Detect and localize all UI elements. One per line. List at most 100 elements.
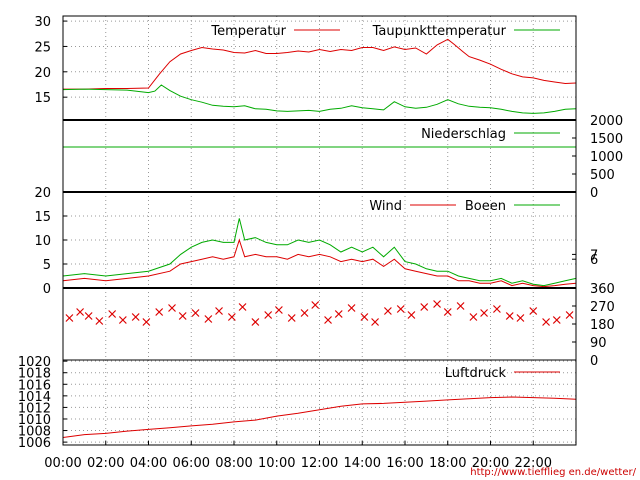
y-tick-label: 1008 (18, 425, 51, 440)
y-tick-label: 20 (34, 66, 51, 81)
y2-tick-label: 90 (590, 336, 607, 351)
y2-tick-label: 360 (590, 282, 615, 297)
point-windrichtung (84, 312, 93, 320)
point-windrichtung (108, 310, 117, 318)
point-windrichtung (407, 311, 416, 319)
x-tick-label: 02:00 (87, 456, 124, 471)
point-windrichtung (334, 310, 343, 318)
series-line-boeen (62, 218, 577, 287)
point-windrichtung (215, 307, 223, 315)
y-tick-label: 1006 (18, 436, 51, 451)
data-layer (62, 38, 577, 438)
y-tick-label: 10 (34, 234, 51, 249)
point-windrichtung (191, 309, 200, 317)
legend-wind: Wind (369, 199, 456, 214)
point-windrichtung (456, 302, 465, 310)
point-windrichtung (480, 309, 489, 317)
legend-label-boeen: Boeen (465, 199, 506, 214)
x-tick-label: 00:00 (44, 456, 81, 471)
point-windrichtung (168, 304, 176, 312)
point-windrichtung (142, 318, 151, 326)
legend-temperatur: Temperatur (210, 24, 340, 39)
point-windrichtung (311, 301, 320, 309)
x-tick-label: 06:00 (173, 456, 210, 471)
x-tick-label: 18:00 (429, 456, 466, 471)
y-tick-label: 1016 (18, 378, 51, 393)
y2-tick-label: 7 (590, 248, 598, 263)
point-windrichtung (371, 318, 379, 326)
point-windrichtung (131, 313, 140, 321)
point-windrichtung (565, 311, 574, 319)
x-tick-label: 14:00 (344, 456, 381, 471)
y-tick-label: 1020 (18, 355, 51, 370)
series-line-wind (62, 238, 577, 288)
y2-tick-label: 500 (590, 168, 615, 183)
y-tick-label: 15 (34, 210, 51, 225)
y-tick-label: 20 (34, 186, 51, 201)
legend-boeen: Boeen (465, 199, 560, 214)
y-tick-label: 5 (43, 258, 51, 273)
point-windrichtung (492, 305, 501, 313)
point-windrichtung (420, 303, 429, 311)
point-windrichtung (360, 313, 369, 321)
x-tick-label: 20:00 (472, 456, 509, 471)
legend-label-wind: Wind (369, 199, 402, 214)
point-windrichtung (529, 307, 538, 315)
series-line-luftdruck (62, 396, 577, 438)
point-windrichtung (516, 314, 525, 322)
point-windrichtung (178, 312, 187, 320)
legend-label-luftdruck: Luftdruck (445, 366, 507, 381)
point-windrichtung (274, 306, 283, 314)
x-tick-label: 22:00 (515, 456, 552, 471)
point-windrichtung (65, 314, 74, 322)
point-windrichtung (251, 318, 260, 326)
x-tick-label: 10:00 (258, 456, 295, 471)
y-tick-label: 30 (34, 15, 51, 30)
point-windrichtung (443, 308, 452, 316)
tick-layer: 00:00 02:00 04:00 06:00 08:00 10:00 12:00 14:00… (18, 15, 623, 471)
x-tick-label: 04:00 (130, 456, 167, 471)
y-tick-label: 1012 (18, 401, 51, 416)
point-windrichtung (396, 305, 405, 313)
point-windrichtung (155, 308, 164, 316)
y-tick-label: 25 (34, 40, 51, 55)
legend-niederschlag: Niederschlag (421, 127, 560, 142)
point-windrichtung (287, 314, 296, 322)
point-windrichtung (324, 316, 332, 324)
y2-tick-label: 2000 (590, 114, 623, 129)
point-windrichtung (76, 308, 85, 316)
legend-label-taupunkttemperatur: Taupunkttemperatur (372, 24, 507, 39)
legend-taupunkttemperatur: Taupunkttemperatur (372, 24, 560, 39)
point-windrichtung (433, 300, 441, 308)
y2-tick-label: 1500 (590, 132, 623, 147)
y2-tick-label: 270 (590, 300, 615, 315)
y2-tick-label: 6 (590, 253, 598, 268)
point-windrichtung (347, 304, 356, 312)
x-tick-label: 16:00 (386, 456, 423, 471)
y2-tick-label: 0 (590, 354, 598, 369)
legend-label-niederschlag: Niederschlag (421, 127, 506, 142)
x-tick-label: 12:00 (301, 456, 338, 471)
y-tick-label: 0 (43, 282, 51, 297)
source-url: http://www.tiefflieg en.de/wetter/ (470, 467, 636, 478)
series-line-taupunkttemperatur (62, 84, 577, 114)
y-tick-label: 1018 (18, 367, 51, 382)
series-line-temperatur (63, 38, 577, 90)
y2-tick-label: 0 (590, 186, 598, 201)
point-windrichtung (227, 313, 236, 321)
point-windrichtung (118, 316, 127, 324)
y-tick-label: 15 (34, 91, 51, 106)
point-windrichtung (552, 316, 561, 324)
point-windrichtung (505, 312, 514, 320)
y-tick-label: 1010 (18, 413, 51, 428)
y2-tick-label: 1000 (590, 150, 623, 165)
legend-luftdruck: Luftdruck (445, 366, 560, 381)
y2-tick-label: 180 (590, 318, 615, 333)
point-windrichtung (264, 311, 273, 319)
x-tick-label: 08:00 (215, 456, 252, 471)
point-windrichtung (383, 307, 392, 315)
point-windrichtung (469, 313, 478, 321)
point-windrichtung (300, 309, 309, 317)
point-windrichtung (95, 317, 104, 325)
